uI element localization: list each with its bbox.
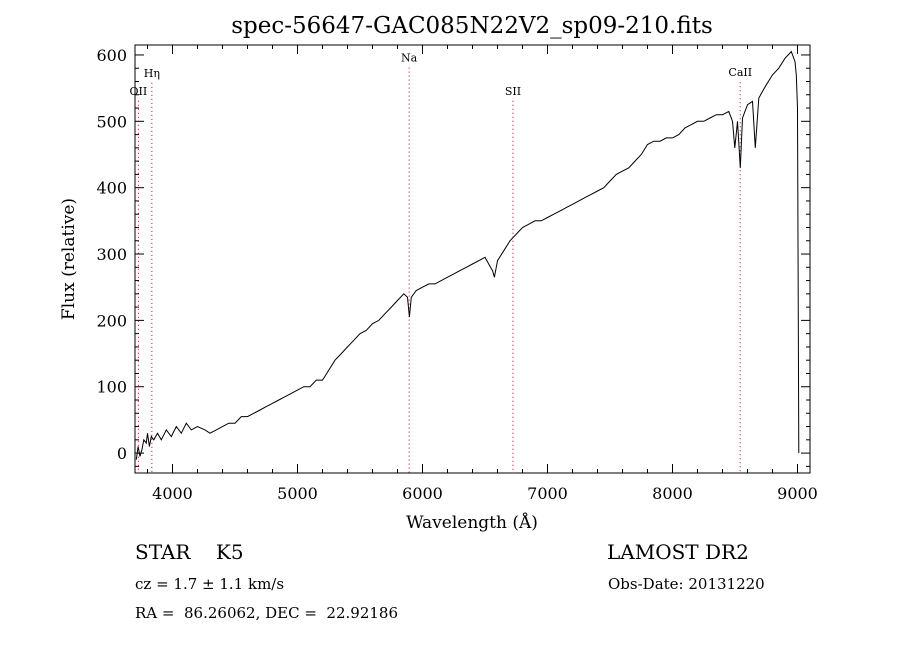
x-tick-label: 8000: [652, 484, 693, 503]
plot-frame: [134, 44, 811, 474]
y-axis-ticks: 0 100 200 300 400 500 600: [96, 46, 810, 467]
y-tick-label: 600: [96, 46, 127, 65]
redshift-label: cz = 1.7 ± 1.1 km/s: [135, 575, 285, 593]
spectral-line-markers: OII Hη Na SII CaII: [130, 52, 752, 473]
spectrum-chart: spec-56647-GAC085N22V2_sp09-210.fits OII…: [59, 13, 818, 533]
x-tick-label: 9000: [777, 484, 818, 503]
y-tick-label: 500: [96, 112, 127, 131]
x-tick-label: 6000: [402, 484, 443, 503]
chart-title: spec-56647-GAC085N22V2_sp09-210.fits: [231, 13, 713, 39]
line-marker-label: OII: [130, 85, 148, 98]
y-tick-label: 0: [117, 444, 127, 463]
x-axis-label: Wavelength (Å): [406, 512, 538, 533]
y-axis-label: Flux (relative): [59, 198, 79, 320]
coordinates-label: RA = 86.26062, DEC = 22.92186: [135, 604, 399, 622]
y-tick-label: 300: [96, 245, 127, 264]
x-tick-label: 4000: [152, 484, 193, 503]
x-tick-label: 5000: [277, 484, 318, 503]
line-marker-label: Na: [401, 52, 418, 65]
x-tick-label: 7000: [527, 484, 568, 503]
line-marker-label: Hη: [144, 67, 160, 80]
line-marker-label: CaII: [728, 66, 752, 79]
survey-label: LAMOST DR2: [607, 540, 749, 564]
x-axis-ticks: 4000 5000 6000 7000 8000 9000: [147, 45, 818, 503]
y-tick-label: 400: [96, 179, 127, 198]
y-tick-label: 100: [96, 378, 127, 397]
line-marker-label: SII: [505, 85, 521, 98]
spectrum-series-line: [135, 50, 800, 460]
object-class-label: STAR K5: [135, 540, 244, 564]
y-tick-label: 200: [96, 311, 127, 330]
observation-date-label: Obs-Date: 20131220: [608, 575, 765, 593]
